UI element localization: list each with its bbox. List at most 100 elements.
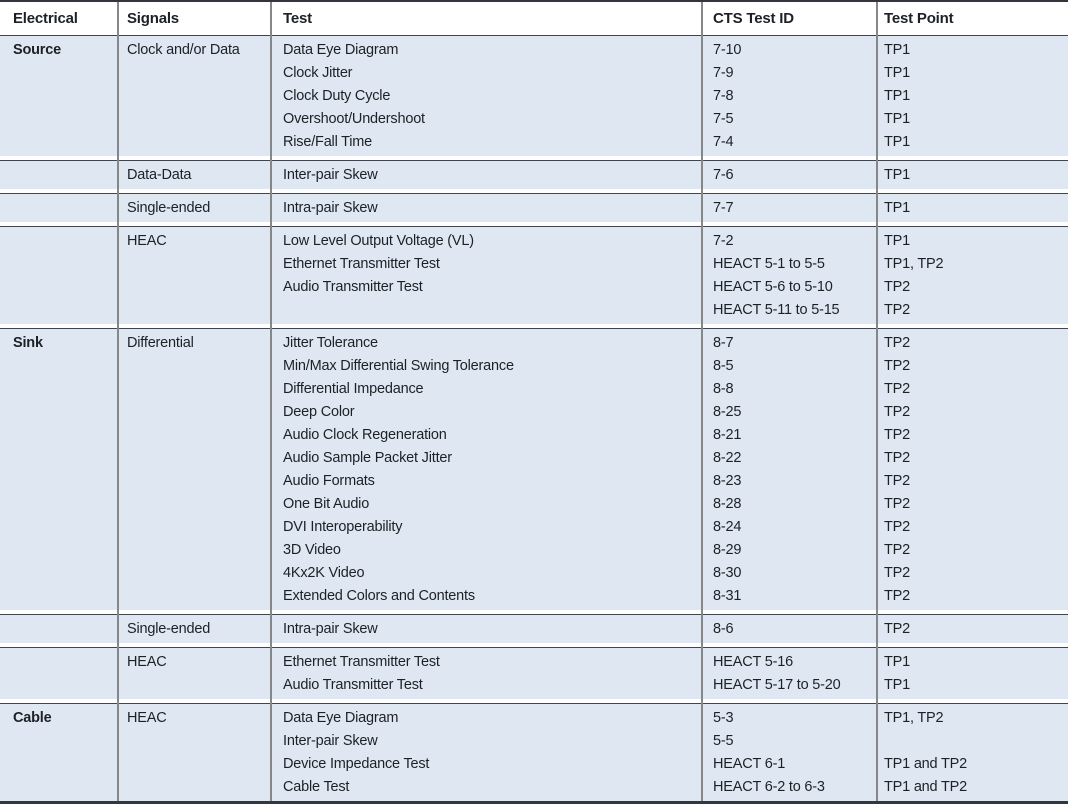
test-name: Intra-pair Skew — [283, 200, 378, 216]
test-point: TP1 and TP2 — [884, 756, 967, 772]
cell-signals: HEAC — [118, 707, 271, 799]
electrical-label: Cable — [13, 710, 52, 726]
test-name: Clock Jitter — [283, 65, 353, 81]
test-point: TP2 — [884, 427, 910, 443]
test-point: TP1, TP2 — [884, 256, 944, 272]
cts-test-id: 7-8 — [713, 88, 734, 104]
signals-label: Differential — [127, 335, 194, 351]
table-section-row: Single-ended Intra-pair Skew 7-7 TP1 — [0, 194, 1068, 222]
cell-signals: Data-Data — [118, 164, 271, 187]
test-point: TP2 — [884, 542, 910, 558]
cts-test-id: HEACT 5-6 to 5-10 — [713, 279, 833, 295]
test-name: Extended Colors and Contents — [283, 588, 475, 604]
test-point: TP2 — [884, 302, 910, 318]
column-header-cts-test-id: CTS Test ID — [713, 10, 794, 27]
cell-cts-test-ids: 8-6 — [702, 618, 877, 641]
signals-label: Data-Data — [127, 167, 192, 183]
cts-test-id: 8-24 — [713, 519, 742, 535]
cts-test-id: 8-25 — [713, 404, 742, 420]
cell-tests: Intra-pair Skew — [271, 618, 702, 641]
section-separator — [0, 610, 1068, 615]
table-section-row: Sink Differential Jitter Tolerance Min/Max … — [0, 329, 1068, 610]
cts-test-id: 8-7 — [713, 335, 734, 351]
column-divider-line — [876, 2, 878, 801]
test-name: Audio Transmitter Test — [283, 279, 423, 295]
test-point: TP1 — [884, 111, 910, 127]
cell-tests: Data Eye Diagram Inter-pair Skew Device Im… — [271, 707, 702, 799]
test-point: TP1 and TP2 — [884, 779, 967, 795]
cell-electrical — [0, 230, 118, 322]
test-point: TP2 — [884, 565, 910, 581]
cts-test-id: 8-8 — [713, 381, 734, 397]
cell-signals: HEAC — [118, 651, 271, 697]
test-name: Ethernet Transmitter Test — [283, 654, 440, 670]
cts-test-id: 7-7 — [713, 200, 734, 216]
cts-test-id: 8-22 — [713, 450, 742, 466]
test-name: Device Impedance Test — [283, 756, 430, 772]
cell-test-points: TP1 TP1 — [877, 651, 1068, 697]
cts-test-id: 5-3 — [713, 710, 734, 726]
test-point — [884, 730, 1068, 753]
electrical-label — [13, 651, 118, 674]
test-name: 4Kx2K Video — [283, 565, 365, 581]
section-separator — [0, 189, 1068, 194]
test-name: Audio Transmitter Test — [283, 677, 423, 693]
cell-cts-test-ids: 7-10 7-9 7-8 7-5 7-4 — [702, 39, 877, 154]
cts-test-id: 7-4 — [713, 134, 734, 150]
test-name: Intra-pair Skew — [283, 621, 378, 637]
cell-tests: Data Eye Diagram Clock Jitter Clock Duty C… — [271, 39, 702, 154]
test-name: Deep Color — [283, 404, 355, 420]
table-section-row: Data-Data Inter-pair Skew 7-6 TP1 — [0, 161, 1068, 189]
cts-test-id: 8-30 — [713, 565, 742, 581]
cell-tests: Ethernet Transmitter Test Audio Transmitt… — [271, 651, 702, 697]
test-name: Differential Impedance — [283, 381, 424, 397]
test-point: TP2 — [884, 519, 910, 535]
test-point: TP2 — [884, 335, 910, 351]
test-point: TP2 — [884, 473, 910, 489]
table-section-row: Source Clock and/or Data Data Eye Diagram C… — [0, 36, 1068, 156]
cell-electrical — [0, 197, 118, 220]
cell-electrical — [0, 651, 118, 697]
test-name: Cable Test — [283, 779, 350, 795]
cell-test-points: TP2 TP2 TP2 TP2 TP2 TP2 TP2 TP2 TP2 TP2 TP2 TP2 — [877, 332, 1068, 608]
section-separator — [0, 324, 1068, 329]
table-section-row: Cable HEAC Data Eye Diagram Inter-pair Skew… — [0, 704, 1068, 801]
cts-test-id: 5-5 — [713, 733, 734, 749]
test-point: TP1, TP2 — [884, 710, 944, 726]
table-section-row: Single-ended Intra-pair Skew 8-6 TP2 — [0, 615, 1068, 643]
signals-label: HEAC — [127, 233, 167, 249]
column-divider-line — [270, 2, 272, 801]
electrical-label — [13, 164, 118, 187]
cell-cts-test-ids: 7-2 HEACT 5-1 to 5-5 HEACT 5-6 to 5-10 HEAC… — [702, 230, 877, 322]
section-separator — [0, 156, 1068, 161]
electrical-label — [13, 230, 118, 253]
test-point: TP2 — [884, 381, 910, 397]
table-header-row: Electrical Signals Test CTS Test ID Test… — [0, 2, 1068, 36]
section-separator — [0, 699, 1068, 704]
cell-cts-test-ids: 7-7 — [702, 197, 877, 220]
cts-test-id: HEACT 5-11 to 5-15 — [713, 302, 840, 318]
test-name: Inter-pair Skew — [283, 733, 378, 749]
test-name: Clock Duty Cycle — [283, 88, 391, 104]
cell-test-points: TP1 TP1, TP2 TP2 TP2 — [877, 230, 1068, 322]
cell-tests: Intra-pair Skew — [271, 197, 702, 220]
signals-label: HEAC — [127, 710, 167, 726]
column-header-test: Test — [283, 10, 312, 27]
cell-test-points: TP1 — [877, 164, 1068, 187]
test-name: Ethernet Transmitter Test — [283, 256, 440, 272]
test-name: 3D Video — [283, 542, 341, 558]
cts-test-id: 7-6 — [713, 167, 734, 183]
cell-cts-test-ids: 8-7 8-5 8-8 8-25 8-21 8-22 8-23 8-28 8-24 8-29 8-3… — [702, 332, 877, 608]
test-point: TP1 — [884, 42, 910, 58]
cts-test-id: HEACT 5-17 to 5-20 — [713, 677, 841, 693]
test-name: Audio Formats — [283, 473, 375, 489]
cts-test-id: 8-29 — [713, 542, 742, 558]
cell-cts-test-ids: 5-3 5-5 HEACT 6-1 HEACT 6-2 to 6-3 — [702, 707, 877, 799]
test-name: Data Eye Diagram — [283, 42, 399, 58]
cell-signals: Clock and/or Data — [118, 39, 271, 154]
cts-test-id: 7-5 — [713, 111, 734, 127]
cts-test-id: HEACT 5-16 — [713, 654, 793, 670]
cts-test-id: 7-9 — [713, 65, 734, 81]
signals-label: Single-ended — [127, 200, 211, 216]
